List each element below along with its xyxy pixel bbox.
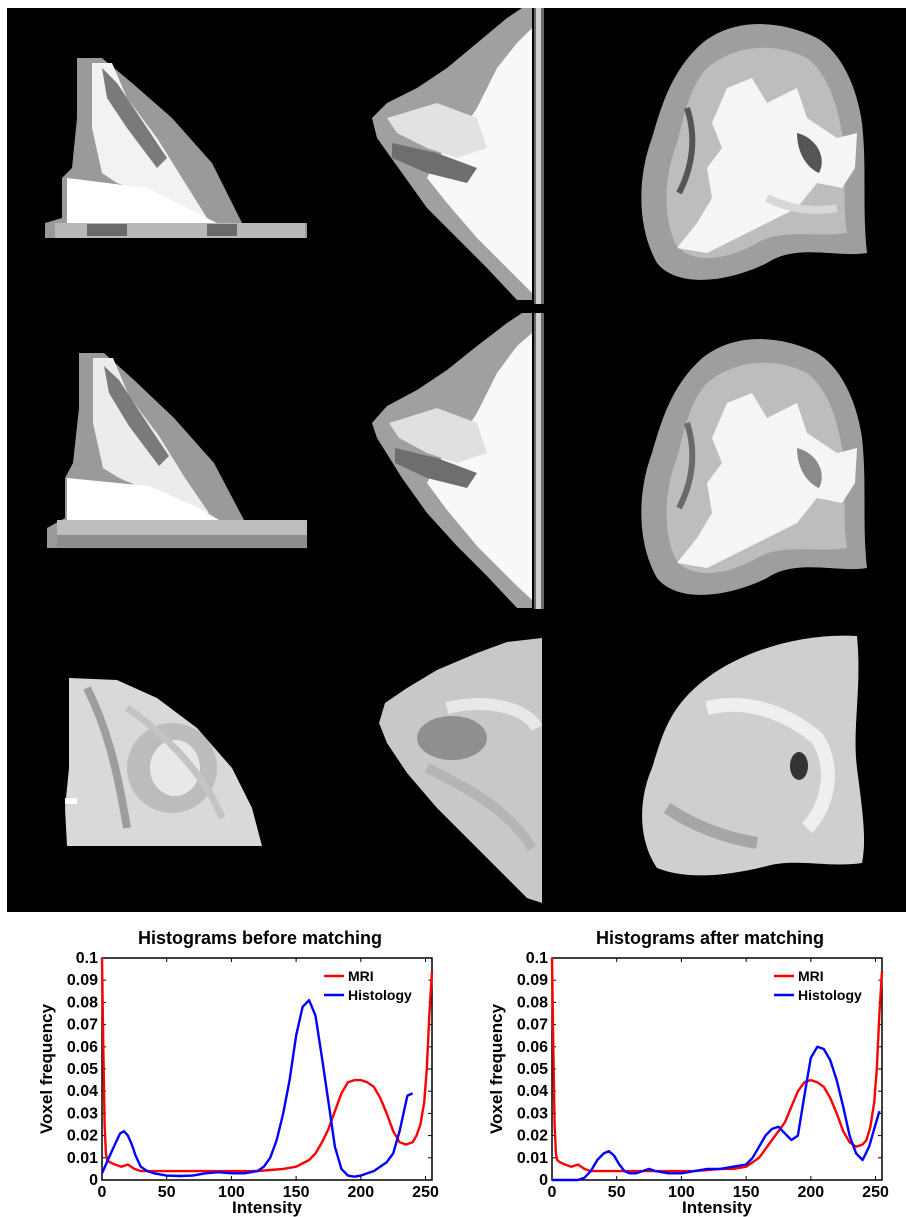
x-tick-label: 50 [608, 1184, 626, 1201]
y-tick-label: 0.09 [517, 972, 548, 989]
y-tick-label: 0.05 [67, 1061, 98, 1078]
y-tick-label: 0.05 [517, 1061, 548, 1078]
brain-slice-image-grid [7, 8, 906, 912]
y-tick-label: 0.1 [76, 950, 98, 967]
y-tick-label: 0.09 [67, 972, 98, 989]
chart-title: Histograms after matching [595, 928, 825, 948]
y-axis-title: Voxel frequency [487, 1003, 506, 1134]
x-tick-label: 250 [412, 1184, 439, 1201]
series-line-histology [552, 1045, 881, 1182]
x-tick-label: 100 [218, 1184, 245, 1201]
y-tick-label: 0.03 [517, 1105, 548, 1122]
x-tick-label: 0 [548, 1184, 557, 1201]
legend-label: Histology [348, 987, 412, 1003]
row1-col3-segmentation-slice [641, 24, 867, 280]
y-tick-label: 0.06 [67, 1039, 98, 1056]
series-line-mri [100, 957, 434, 1173]
x-tick-label: 150 [283, 1184, 310, 1201]
row2-col2-segmentation-slice [372, 313, 544, 609]
row1-col2-segmentation-slice [372, 8, 544, 304]
legend-label: Histology [798, 987, 862, 1003]
y-tick-label: 0.1 [526, 950, 548, 967]
x-axis-title: Intensity [682, 1198, 752, 1217]
chart-title: Histograms before matching [137, 928, 383, 948]
x-tick-label: 50 [158, 1184, 176, 1201]
row3-col1-mri-slice [65, 678, 262, 846]
row2-col1-segmentation-slice [47, 353, 307, 548]
row2-col3-segmentation-slice [641, 339, 867, 595]
legend-box [319, 963, 429, 1007]
row1-col1-segmentation-slice [45, 58, 307, 238]
y-tick-label: 0.07 [517, 1017, 548, 1034]
y-tick-label: 0.01 [517, 1150, 548, 1167]
x-axis-title: Intensity [232, 1198, 302, 1217]
y-tick-label: 0.04 [67, 1083, 98, 1100]
legend-box [769, 963, 879, 1007]
x-tick-label: 100 [668, 1184, 695, 1201]
row3-col2-mri-slice [379, 638, 543, 903]
y-tick-label: 0.04 [517, 1083, 548, 1100]
y-tick-label: 0.07 [67, 1017, 98, 1034]
y-tick-label: 0.02 [517, 1128, 548, 1145]
histogram-before-matching-chart: Histograms before matching 0 0.01 0.02 0.03… [0, 920, 450, 1217]
legend-label: MRI [348, 968, 374, 984]
x-tick-label: 150 [733, 1184, 760, 1201]
x-tick-label: 250 [862, 1184, 889, 1201]
y-tick-label: 0 [89, 1172, 98, 1189]
y-tick-label: 0.08 [517, 994, 548, 1011]
row3-col3-mri-slice [642, 635, 865, 876]
y-tick-label: 0.01 [67, 1150, 98, 1167]
y-tick-label: 0.08 [67, 994, 98, 1011]
y-axis-title: Voxel frequency [37, 1003, 56, 1134]
histogram-after-matching-chart: Histograms after matching 0 0.01 0.02 0.03 0… [450, 920, 900, 1217]
series-line-histology [100, 998, 414, 1178]
y-tick-label: 0.03 [67, 1105, 98, 1122]
x-tick-label: 200 [797, 1184, 824, 1201]
x-tick-label: 0 [98, 1184, 107, 1201]
legend-label: MRI [798, 968, 824, 984]
x-tick-label: 200 [347, 1184, 374, 1201]
y-tick-label: 0.06 [517, 1039, 548, 1056]
y-tick-label: 0 [539, 1172, 548, 1189]
chart-svg-after: 00.010.020.030.040.050.060.070.080.090.1… [487, 950, 889, 1217]
chart-svg-before: 00.010.020.030.040.050.060.070.080.090.1… [37, 950, 439, 1217]
y-tick-label: 0.02 [67, 1128, 98, 1145]
